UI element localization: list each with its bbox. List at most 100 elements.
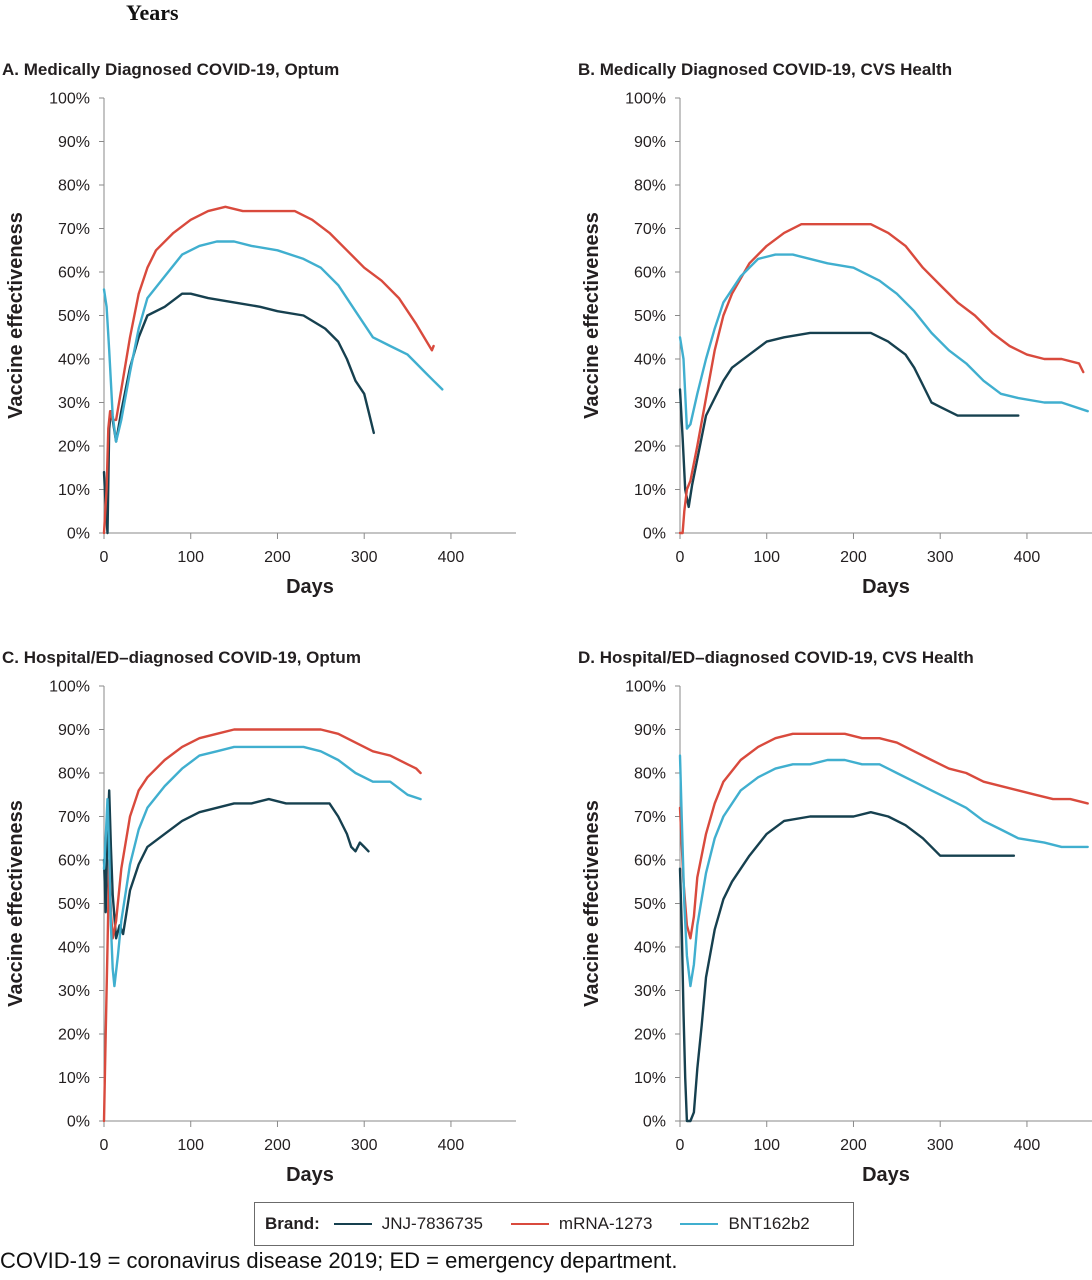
page-header: Years <box>126 0 179 25</box>
y-tick-label: 50% <box>634 896 666 913</box>
chart-panel-b: B. Medically Diagnosed COVID-19, CVS Hea… <box>578 60 1092 600</box>
x-tick-label: 400 <box>438 1137 465 1154</box>
y-tick-label: 100% <box>625 91 666 108</box>
y-tick-label: 80% <box>634 178 666 195</box>
y-axis-title: Vaccine effectiveness <box>581 212 603 419</box>
line-chart: 0% 10% 20% 30% 40% 50% 60% 70% 80% 90% 100% 0 100 200… <box>581 679 1092 1186</box>
series-line-bnt162b2 <box>678 754 1089 988</box>
x-tick-label: 300 <box>927 1137 954 1154</box>
chart-legend: Brand: JNJ-7836735 mRNA-1273 BNT162b2 <box>254 1202 854 1246</box>
x-axis-title: Days <box>286 576 334 598</box>
x-tick-label: 300 <box>351 549 378 566</box>
legend-title: Brand: <box>265 1214 320 1233</box>
chart-title: C. Hospital/ED–diagnosed COVID-19, Optum <box>2 648 361 667</box>
x-axis-title: Days <box>862 576 910 598</box>
y-tick-label: 0% <box>67 1114 90 1131</box>
line-chart: 0% 10% 20% 30% 40% 50% 60% 70% 80% 90% 100% 0 100 200… <box>581 91 1092 598</box>
y-tick-label: 30% <box>634 395 666 412</box>
series-line-bnt162b2 <box>102 240 444 443</box>
y-tick-label: 60% <box>634 265 666 282</box>
chart-title: A. Medically Diagnosed COVID-19, Optum <box>2 60 340 79</box>
legend-item-jnj: JNJ-7836735 <box>333 1214 483 1234</box>
series-line-jnj-7836735 <box>102 789 370 940</box>
y-axis-title: Vaccine effectiveness <box>5 212 27 419</box>
x-tick-label: 200 <box>264 549 291 566</box>
series-line-jnj-7836735 <box>678 331 1020 509</box>
y-tick-label: 100% <box>49 91 90 108</box>
footnote: COVID-19 = coronavirus disease 2019; ED … <box>0 1248 678 1273</box>
y-tick-label: 70% <box>634 809 666 826</box>
series-line-mrna-1273 <box>102 205 435 535</box>
y-tick-label: 90% <box>634 722 666 739</box>
legend-item-mrna: mRNA-1273 <box>510 1214 653 1234</box>
x-tick-label: 0 <box>100 549 109 566</box>
y-tick-label: 20% <box>58 439 90 456</box>
x-tick-label: 200 <box>840 549 867 566</box>
y-tick-label: 50% <box>58 896 90 913</box>
y-tick-label: 0% <box>67 526 90 543</box>
y-tick-label: 100% <box>625 679 666 696</box>
y-tick-label: 50% <box>634 308 666 325</box>
x-tick-label: 400 <box>438 549 465 566</box>
x-tick-label: 0 <box>676 1137 685 1154</box>
x-tick-label: 100 <box>753 549 780 566</box>
y-tick-label: 40% <box>634 352 666 369</box>
y-tick-label: 10% <box>634 482 666 499</box>
y-tick-label: 10% <box>58 482 90 499</box>
y-tick-label: 90% <box>58 722 90 739</box>
legend-label: mRNA-1273 <box>558 1214 653 1233</box>
x-tick-label: 200 <box>264 1137 291 1154</box>
x-tick-label: 400 <box>1014 1137 1041 1154</box>
y-tick-label: 10% <box>58 1070 90 1087</box>
y-tick-label: 20% <box>58 1027 90 1044</box>
y-tick-label: 30% <box>634 983 666 1000</box>
y-tick-label: 60% <box>58 265 90 282</box>
y-tick-label: 80% <box>58 178 90 195</box>
series-line-jnj-7836735 <box>102 292 375 535</box>
x-tick-label: 0 <box>676 549 685 566</box>
legend-label: JNJ-7836735 <box>381 1214 483 1233</box>
y-tick-label: 80% <box>634 766 666 783</box>
y-tick-label: 100% <box>49 679 90 696</box>
y-tick-label: 40% <box>58 352 90 369</box>
y-tick-label: 60% <box>58 853 90 870</box>
y-tick-label: 90% <box>634 134 666 151</box>
x-tick-label: 100 <box>753 1137 780 1154</box>
legend-label: BNT162b2 <box>728 1214 810 1233</box>
chart-title: D. Hospital/ED–diagnosed COVID-19, CVS H… <box>578 648 974 667</box>
series-line-bnt162b2 <box>678 253 1089 430</box>
line-chart: 0% 10% 20% 30% 40% 50% 60% 70% 80% 90% 100% 0 100 200… <box>5 679 516 1186</box>
y-tick-label: 30% <box>58 983 90 1000</box>
y-axis-title: Vaccine effectiveness <box>581 800 603 1007</box>
y-tick-label: 90% <box>58 134 90 151</box>
x-tick-label: 400 <box>1014 549 1041 566</box>
y-tick-label: 60% <box>634 853 666 870</box>
chart-title: B. Medically Diagnosed COVID-19, CVS Hea… <box>578 60 953 79</box>
legend-swatch <box>510 1223 549 1225</box>
chart-panel-c: C. Hospital/ED–diagnosed COVID-19, Optum… <box>2 648 522 1188</box>
y-tick-label: 70% <box>58 809 90 826</box>
chart-panel-a: A. Medically Diagnosed COVID-19, Optum 0… <box>2 60 522 600</box>
series-line-jnj-7836735 <box>678 811 1016 1123</box>
y-tick-label: 70% <box>634 221 666 238</box>
chart-panel-d: D. Hospital/ED–diagnosed COVID-19, CVS H… <box>578 648 1092 1188</box>
line-chart: 0% 10% 20% 30% 40% 50% 60% 70% 80% 90% 100% 0 100 200… <box>5 91 516 598</box>
x-axis-title: Days <box>862 1164 910 1186</box>
series-line-mrna-1273 <box>678 223 1085 535</box>
series-line-mrna-1273 <box>678 732 1089 940</box>
y-tick-label: 40% <box>634 940 666 957</box>
x-tick-label: 0 <box>100 1137 109 1154</box>
y-tick-label: 40% <box>58 940 90 957</box>
y-tick-label: 20% <box>634 1027 666 1044</box>
y-tick-label: 0% <box>643 1114 666 1131</box>
legend-swatch <box>333 1223 372 1225</box>
x-axis-title: Days <box>286 1164 334 1186</box>
y-tick-label: 20% <box>634 439 666 456</box>
y-tick-label: 10% <box>634 1070 666 1087</box>
series-line-mrna-1273 <box>102 728 422 1123</box>
y-tick-label: 70% <box>58 221 90 238</box>
y-axis-title: Vaccine effectiveness <box>5 800 27 1007</box>
legend-swatch <box>680 1223 719 1225</box>
y-tick-label: 50% <box>58 308 90 325</box>
y-tick-label: 80% <box>58 766 90 783</box>
